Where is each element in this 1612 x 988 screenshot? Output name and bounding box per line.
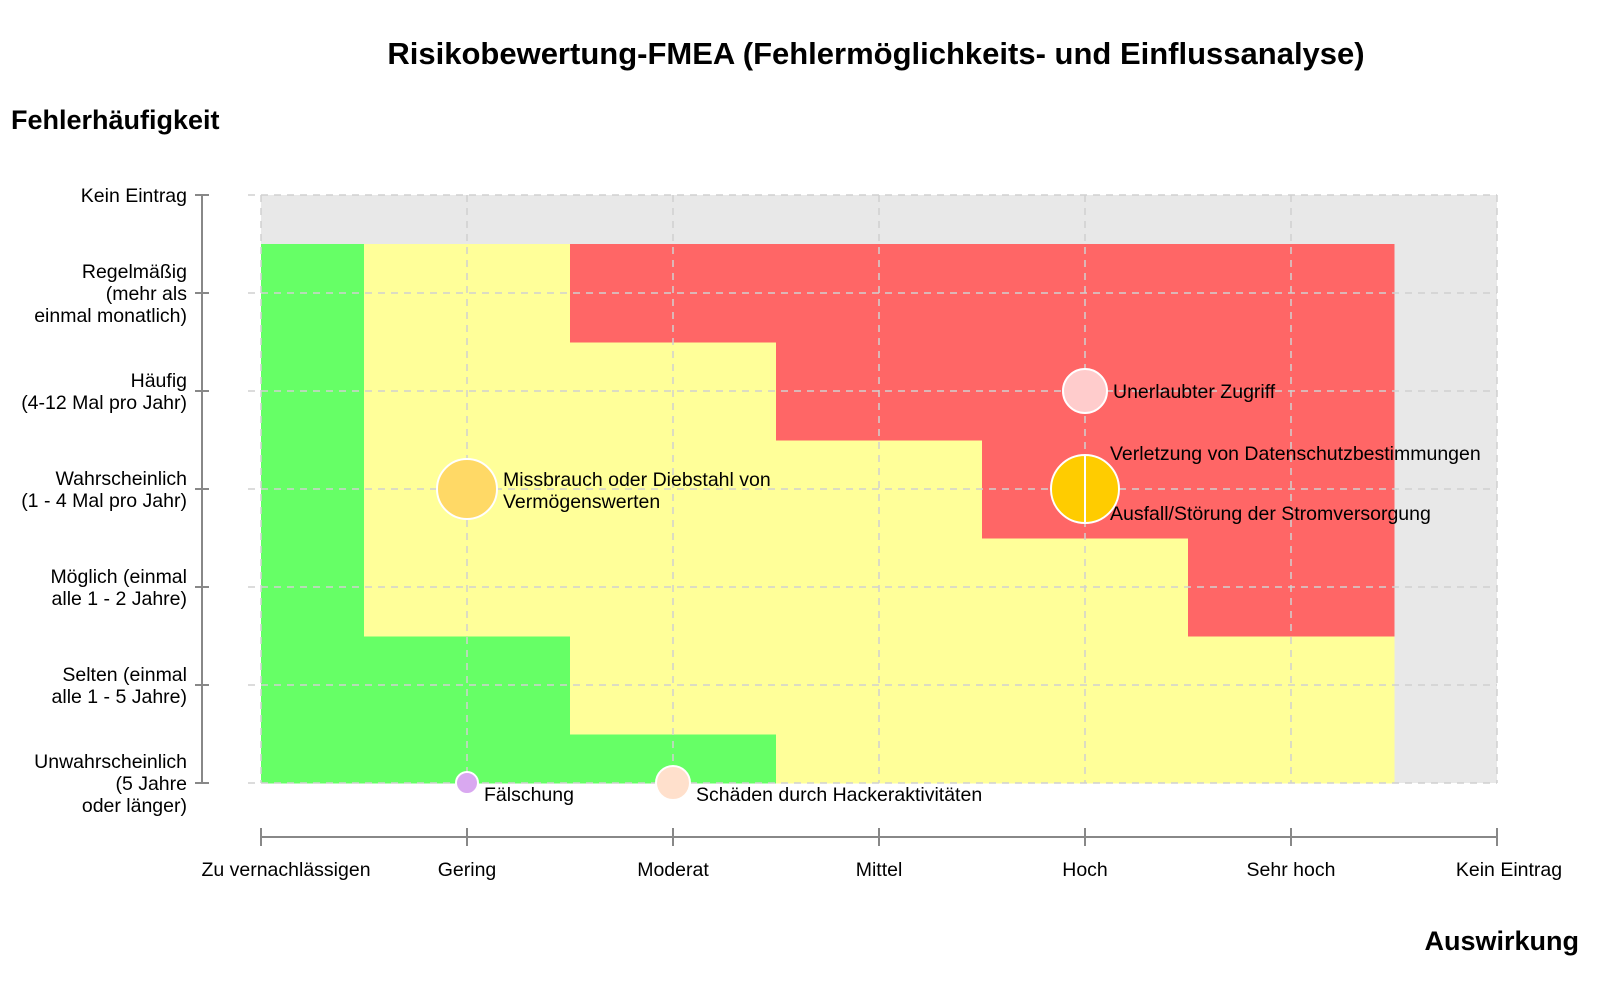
x-tick-label: Zu vernachlässigen xyxy=(201,859,370,881)
data-point xyxy=(455,771,479,795)
data-point-half-right xyxy=(1084,453,1120,525)
risk-zone-cell xyxy=(776,734,880,784)
y-tick-label: (5 Jahre xyxy=(115,773,187,795)
y-tick-label: (1 - 4 Mal pro Jahr) xyxy=(21,490,187,512)
y-tick-label: Möglich (einmal xyxy=(50,566,187,588)
data-point xyxy=(1062,368,1108,414)
risk-zone-cell xyxy=(570,734,674,784)
data-point-label: Fälschung xyxy=(484,784,574,806)
data-point-label: Schäden durch Hackeraktivitäten xyxy=(696,784,982,806)
y-tick-label: Wahrscheinlich xyxy=(56,468,188,490)
chart-title: Risikobewertung-FMEA (Fehlermöglichkeits… xyxy=(387,36,1365,71)
x-tick-label: Hoch xyxy=(1062,859,1108,881)
risk-zone-cell xyxy=(1291,734,1395,784)
risk-zone-cell xyxy=(982,734,1086,784)
risk-zone-cell xyxy=(1085,734,1189,784)
risk-zone-cell xyxy=(467,734,571,784)
y-tick-label: oder länger) xyxy=(82,795,187,817)
data-point-label: Ausfall/Störung der Stromversorgung xyxy=(1110,503,1431,525)
x-tick-label: Mittel xyxy=(856,859,903,881)
y-axis-title: Fehlerhäufigkeit xyxy=(11,105,220,135)
x-tick-label: Gering xyxy=(438,859,497,881)
data-point xyxy=(436,458,498,520)
y-tick-label: alle 1 - 5 Jahre) xyxy=(52,686,187,708)
risk-zone-cell xyxy=(364,734,468,784)
data-point-label: Unerlaubter Zugriff xyxy=(1113,381,1276,403)
y-tick-label: Unwahrscheinlich xyxy=(34,751,187,773)
y-tick-label: alle 1 - 2 Jahre) xyxy=(52,588,187,610)
risk-zone-cell xyxy=(1188,734,1292,784)
y-tick-label: (4-12 Mal pro Jahr) xyxy=(21,392,187,414)
data-point xyxy=(655,765,691,801)
y-tick-label: Selten (einmal xyxy=(62,664,187,686)
y-tick-label: (mehr als xyxy=(106,283,188,305)
x-axis-title: Auswirkung xyxy=(1424,926,1579,956)
data-point-label: Missbrauch oder Diebstahl von xyxy=(503,469,771,491)
x-tick-label: Kein Eintrag xyxy=(1456,859,1562,881)
data-point-half-left xyxy=(1050,453,1086,525)
x-tick-label: Moderat xyxy=(637,859,709,881)
risk-zone-cell xyxy=(673,734,777,784)
risk-zone-cell xyxy=(261,734,365,784)
y-tick-label: Kein Eintrag xyxy=(81,185,187,207)
y-tick-label: Häufig xyxy=(131,370,187,392)
y-tick-label: Regelmäßig xyxy=(82,261,187,283)
x-tick-label: Sehr hoch xyxy=(1247,859,1336,881)
y-tick-label: einmal monatlich) xyxy=(34,305,187,327)
data-point-label: Verletzung von Datenschutzbestimmungen xyxy=(1110,443,1481,465)
data-point-label: Vermögenswerten xyxy=(503,491,660,513)
risk-zone-cell xyxy=(879,734,983,784)
